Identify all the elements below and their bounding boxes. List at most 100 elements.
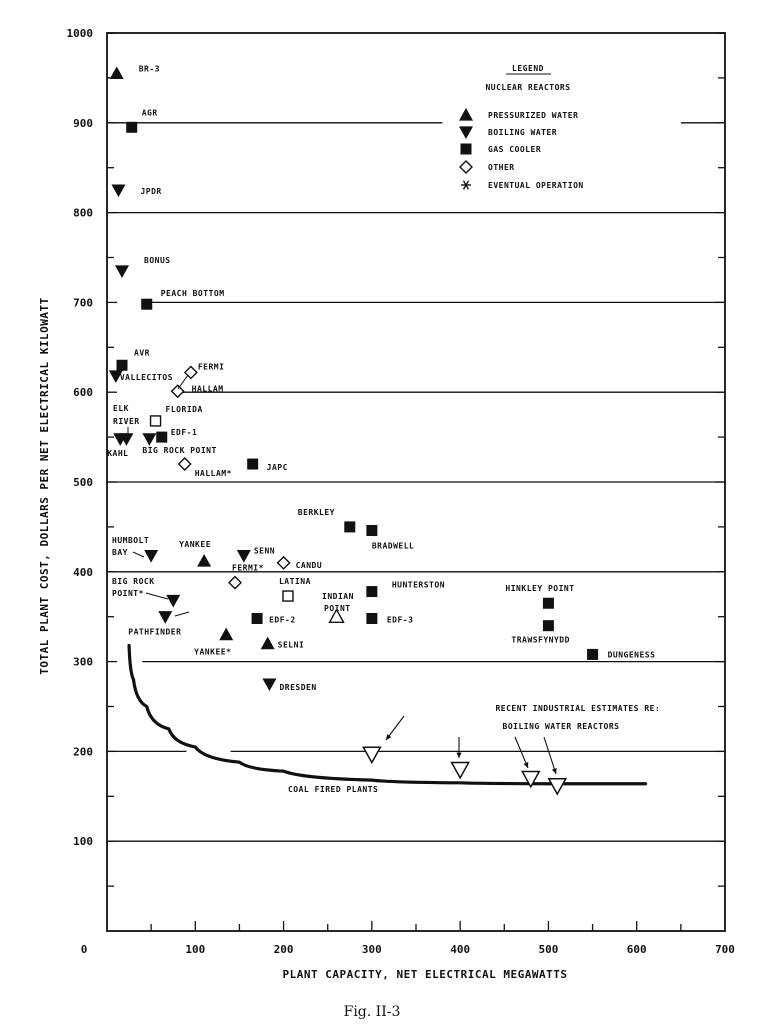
marker-latina (282, 590, 294, 602)
label-latina: LATINA (279, 577, 311, 586)
label-big-rock-point: BIG ROCK POINT (142, 446, 216, 455)
marker-vallecitos (108, 370, 123, 384)
label-indian-point-line1: INDIAN (322, 592, 354, 601)
legend-marker-triangle-down-filled (459, 126, 473, 139)
label-fermi-: FERMI* (232, 564, 264, 573)
marker-avr (116, 359, 128, 371)
marker-br-3 (109, 66, 124, 80)
label-japc: JAPC (267, 463, 288, 472)
marker-agr (126, 121, 138, 133)
label-bonus: BONUS (144, 256, 171, 265)
pointer-avr (174, 611, 190, 617)
label-hallam-: HALLAM* (195, 469, 232, 478)
marker-estimate-1 (450, 761, 470, 780)
arrow-estimate-510 (543, 736, 557, 775)
label-humbolt-bay-line1: HUMBOLT (112, 536, 149, 545)
axis-layer: 100 200 300 400 500 600 700 800 900 1000 0 100 200 30… (67, 27, 735, 956)
marker-candu (276, 555, 291, 570)
label-edf-3: EDF-3 (387, 615, 414, 624)
label-selni: SELNI (278, 641, 305, 650)
label-vallecitos: VALLECITOS (120, 373, 173, 382)
label-peach-bottom: PEACH BOTTOM (161, 289, 225, 298)
legend-label-2: GAS COOLER (488, 145, 541, 154)
coal-fired-plants-curve (127, 643, 648, 786)
x-tick-label: 0 (81, 943, 88, 956)
label-indian-point-line2: POINT (324, 604, 351, 613)
legend-label-1: BOILING WATER (488, 128, 557, 137)
label-yankee: YANKEE (179, 540, 211, 549)
arrow-estimate-510-head (551, 768, 557, 774)
x-tick-label: 700 (715, 943, 735, 956)
y-tick-label: 900 (73, 117, 93, 130)
marker-dungeness (587, 648, 599, 660)
label-edf-2: EDF-2 (269, 615, 296, 624)
marker-hinkley-point (542, 597, 554, 609)
legend-subtitle: NUCLEAR REACTORS (485, 83, 570, 92)
legend: LEGEND NUCLEAR REACTORS PRESSURIZED WATER B… (459, 64, 584, 190)
marker-edf-3 (366, 612, 378, 624)
marker-estimate-0 (362, 746, 382, 765)
marker-florida (149, 415, 162, 427)
marker-edf-1 (156, 431, 168, 443)
marker-fermi- (228, 575, 243, 590)
label-hallam: HALLAM (192, 384, 224, 393)
label-yankee-: YANKEE* (194, 648, 231, 657)
marker-yankee (197, 554, 212, 567)
y-tick-label: 300 (73, 656, 93, 669)
marker-jpdr (111, 184, 126, 198)
marker-indian-point (328, 608, 345, 623)
grid-layer (107, 122, 725, 842)
legend-marker-triangle-up-filled (459, 108, 473, 121)
coal-curve-layer (127, 643, 648, 786)
label-jpdr: JPDR (140, 187, 161, 196)
label-candu: CANDU (296, 561, 323, 570)
marker-berkley (344, 521, 356, 533)
label-elk-river-line2: RIVER (113, 417, 140, 426)
legend-label-0: PRESSURIZED WATER (488, 111, 578, 120)
marker-trawsfynydd (542, 620, 554, 632)
label-berkley: BERKLEY (298, 508, 335, 517)
label-hinkley-point: HINKLEY POINT (505, 584, 574, 593)
marker-big-rock-point (142, 433, 157, 446)
x-axis-title: PLANT CAPACITY, NET ELECTRICAL MEGAWATTS (283, 968, 568, 981)
x-tick-label: 100 (185, 943, 205, 956)
marker-estimate-2 (520, 770, 541, 789)
label-senn: SENN (254, 547, 275, 556)
annotation-0: COAL FIRED PLANTS (288, 785, 378, 794)
y-tick-label: 600 (73, 386, 93, 399)
legend-marker-square-filled (460, 143, 472, 155)
marker-senn (236, 550, 251, 563)
label-avr: AVR (134, 348, 150, 357)
label-florida: FLORIDA (166, 405, 203, 414)
marker-selni (260, 636, 275, 650)
label-trawsfynydd: TRAWSFYNYDD (511, 636, 569, 645)
legend-label-3: OTHER (488, 163, 515, 172)
marker-hallam (170, 384, 185, 399)
y-tick-label: 400 (73, 566, 93, 579)
marker-dresden (262, 678, 277, 692)
y-tick-label: 100 (73, 835, 93, 848)
asterisk-stroke (462, 180, 470, 190)
annotation-1: RECENT INDUSTRIAL ESTIMATES RE: (495, 704, 660, 713)
legend-label-4: EVENTUAL OPERATION (488, 181, 584, 190)
marker-edf-2 (251, 612, 263, 624)
label-pathfinder: PATHFINDER (128, 628, 181, 637)
x-tick-label: 200 (274, 943, 294, 956)
marker-bonus (115, 265, 130, 278)
pointer-big-rock-point-star (145, 592, 169, 600)
y-tick-label: 700 (73, 296, 93, 309)
arrow-estimate-480 (514, 736, 529, 769)
point-label-layer: BR-3 YANKEE YANKEE* SELNI JPDR BONUS VALLECITO… (107, 64, 655, 692)
marker-peach-bottom (141, 298, 153, 310)
label-fermi: FERMI (198, 362, 225, 371)
label-big-rock-point-star-line2: POINT* (112, 589, 144, 598)
label-br-3: BR-3 (139, 64, 160, 73)
annotation-2: BOILING WATER REACTORS (503, 722, 620, 731)
pointer-humbolt-bay (132, 551, 145, 558)
legend-title: LEGEND (512, 64, 544, 73)
label-humbolt-bay-line2: BAY (112, 548, 128, 557)
legend-marker-diamond-open (459, 160, 473, 174)
arrow-estimate-400-head (456, 752, 462, 758)
label-elk-river-line1: ELK (113, 404, 129, 413)
